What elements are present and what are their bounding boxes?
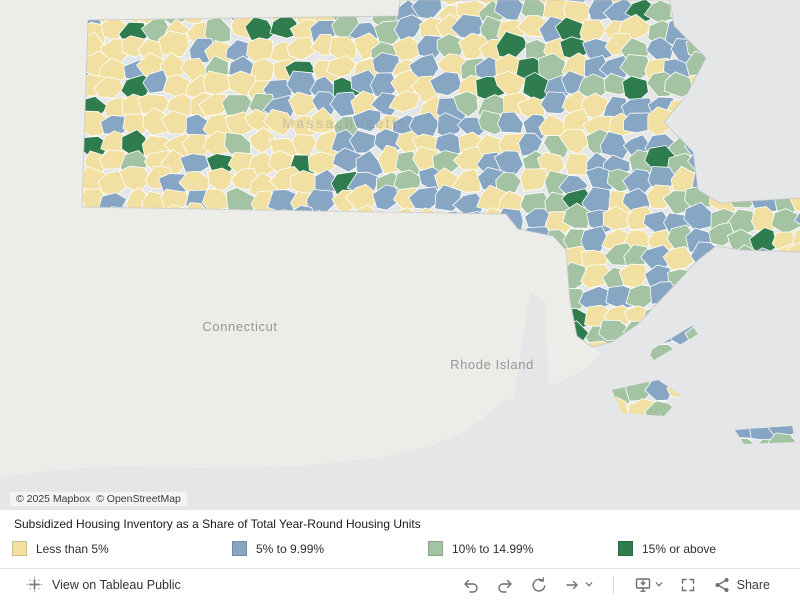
undo-icon — [463, 579, 478, 593]
map-canvas[interactable]: Connecticut Rhode Island Massachusetts ©… — [0, 0, 800, 510]
legend-swatch-yellow[interactable] — [12, 541, 27, 556]
fullscreen-button[interactable] — [679, 576, 697, 594]
neighboring-states-land — [0, 0, 601, 477]
map-svg: Connecticut Rhode Island Massachusetts — [0, 0, 800, 510]
share-button[interactable]: Share — [713, 576, 770, 594]
tableau-logo-icon — [26, 576, 43, 593]
legend-label: Less than 5% — [36, 541, 109, 556]
legend-item-5-to-9[interactable]: 5% to 9.99% — [232, 541, 428, 556]
massachusetts-label: Massachusetts — [282, 115, 408, 131]
legend-item-10-to-14[interactable]: 10% to 14.99% — [428, 541, 618, 556]
chevron-down-icon — [585, 582, 593, 587]
map-attribution[interactable]: © 2025 Mapbox © OpenStreetMap — [10, 492, 187, 506]
legend-swatch-dark-green[interactable] — [618, 541, 633, 556]
legend-swatch-light-green[interactable] — [428, 541, 443, 556]
legend: Subsidized Housing Inventory as a Share … — [0, 510, 800, 568]
share-label: Share — [736, 577, 770, 592]
fullscreen-icon — [681, 578, 694, 591]
view-on-tableau-public-label: View on Tableau Public — [52, 577, 181, 592]
undo-button[interactable] — [462, 576, 480, 594]
forward-button[interactable] — [564, 576, 593, 594]
legend-swatch-blue[interactable] — [232, 541, 247, 556]
legend-items: Less than 5% 5% to 9.99% 10% to 14.99% 1… — [12, 541, 800, 556]
tableau-toolbar: View on Tableau Public — [0, 568, 800, 600]
view-on-tableau-public-link[interactable]: View on Tableau Public — [26, 576, 181, 593]
legend-item-15-above[interactable]: 15% or above — [618, 541, 716, 556]
legend-label: 10% to 14.99% — [452, 541, 534, 556]
state-border — [81, 0, 800, 348]
chevron-down-icon — [655, 582, 663, 587]
download-button[interactable] — [634, 576, 663, 594]
connecticut-label: Connecticut — [202, 319, 277, 334]
share-icon — [715, 577, 729, 592]
toolbar-buttons: Share — [462, 575, 770, 594]
legend-label: 5% to 9.99% — [256, 541, 325, 556]
legend-title: Subsidized Housing Inventory as a Share … — [14, 517, 421, 531]
narragansett-bay — [514, 292, 549, 397]
legend-item-less-than-5[interactable]: Less than 5% — [12, 541, 232, 556]
forward-arrow-icon — [565, 580, 578, 589]
toolbar-separator — [612, 575, 614, 594]
rhode-island-label: Rhode Island — [450, 357, 534, 372]
replay-icon — [532, 576, 546, 592]
legend-label: 15% or above — [642, 541, 717, 556]
redo-button[interactable] — [496, 576, 514, 594]
download-icon — [635, 577, 650, 592]
redo-icon — [497, 579, 512, 593]
reset-button[interactable] — [530, 576, 548, 594]
